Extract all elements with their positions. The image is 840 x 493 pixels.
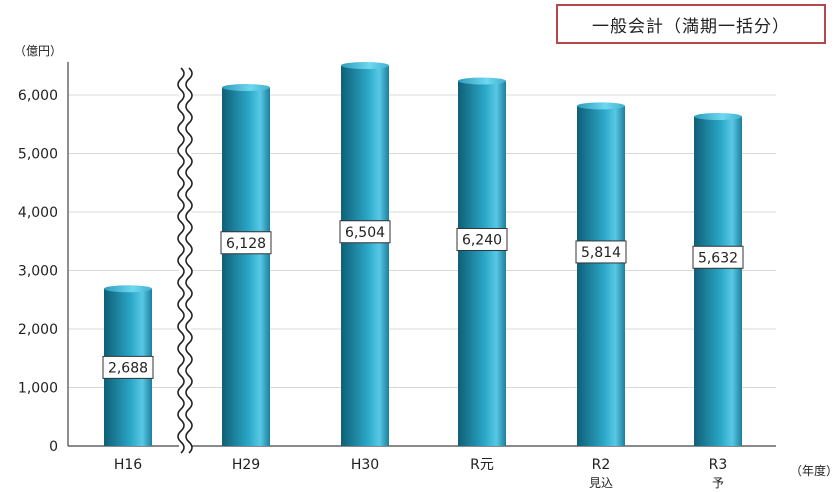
bar <box>577 105 625 447</box>
bar-cap <box>222 84 270 92</box>
bar <box>222 87 270 447</box>
bar-cap <box>104 285 152 293</box>
x-tick-label: R元 <box>470 457 494 473</box>
data-label: 6,240 <box>462 232 502 248</box>
gridlines <box>67 62 776 447</box>
data-labels: 2,688 6,128 6,504 6,240 5,814 5,632 <box>102 220 744 379</box>
bar <box>458 80 506 447</box>
bar <box>341 65 389 447</box>
y-tick-label: 6,000 <box>18 88 58 104</box>
data-label-box <box>575 240 627 264</box>
data-label: 6,128 <box>226 236 266 252</box>
data-label: 5,632 <box>698 250 738 266</box>
y-tick-label: 2,000 <box>18 322 58 338</box>
data-label-box <box>692 245 744 269</box>
bar-cap <box>341 62 389 70</box>
x-tick-label: H16 <box>114 457 142 473</box>
bar-cap <box>458 77 506 85</box>
x-axis-ticks: H16 H29 H30 R元 R2 見込 R3 予 <box>114 457 727 490</box>
y-axis-label: （億円） <box>14 44 63 58</box>
x-tick-sublabel: 予 <box>712 476 724 490</box>
x-axis-label: （年度） <box>790 464 839 478</box>
axis-break-line <box>185 67 193 454</box>
y-tick-label: 5,000 <box>18 147 58 163</box>
x-tick-label: H30 <box>351 457 379 473</box>
chart-title: 一般会計（満期一括分） <box>556 4 826 44</box>
bar <box>694 116 742 446</box>
bar-cap <box>577 102 625 110</box>
x-tick-label: R3 <box>709 457 728 473</box>
y-tick-label: 3,000 <box>18 264 58 280</box>
bars <box>104 62 742 447</box>
x-tick-sublabel: 見込 <box>589 476 613 490</box>
y-tick-label: 4,000 <box>18 205 58 221</box>
data-label-box <box>102 355 154 379</box>
data-label: 5,814 <box>581 245 621 261</box>
bar-cap <box>694 113 742 121</box>
axis-break-line <box>177 67 185 454</box>
y-axis-ticks: 0 1,000 2,000 3,000 4,000 5,000 6,000 <box>18 88 58 455</box>
data-label-box <box>220 231 272 255</box>
data-label-box <box>339 220 391 244</box>
axis-break <box>177 66 193 464</box>
data-label: 6,504 <box>345 225 385 241</box>
data-label: 2,688 <box>108 360 148 376</box>
y-tick-label: 1,000 <box>18 381 58 397</box>
y-tick-label: 0 <box>49 439 58 455</box>
x-tick-label: H29 <box>232 457 260 473</box>
x-tick-label: R2 <box>592 457 611 473</box>
data-label-box <box>456 227 508 251</box>
